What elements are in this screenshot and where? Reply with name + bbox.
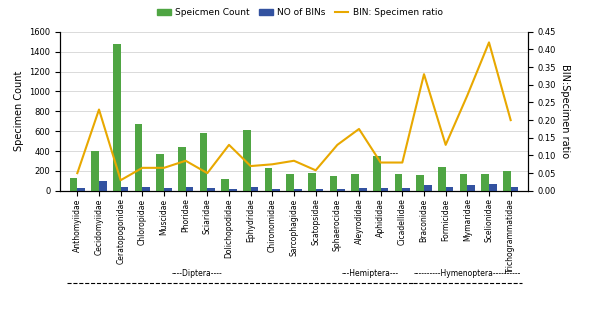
Bar — [91, 150, 99, 191]
Bar — [229, 189, 236, 191]
Bar — [467, 185, 475, 191]
Bar — [511, 187, 518, 191]
Bar — [446, 187, 453, 191]
Text: ----------Hymenoptera----------: ----------Hymenoptera---------- — [413, 269, 521, 278]
Bar — [243, 130, 251, 191]
Bar — [308, 173, 316, 191]
Bar — [416, 176, 424, 191]
Bar — [438, 168, 446, 191]
Bar — [337, 189, 345, 191]
Bar — [265, 168, 272, 191]
Text: ----Diptera----: ----Diptera---- — [171, 269, 222, 278]
Bar — [272, 189, 280, 191]
Bar — [352, 174, 359, 191]
Bar — [286, 174, 294, 191]
Bar — [200, 133, 208, 191]
Bar — [359, 188, 367, 191]
Bar — [330, 176, 337, 191]
Bar — [157, 154, 164, 191]
Bar — [395, 174, 403, 191]
Bar — [489, 184, 497, 191]
Bar — [460, 174, 467, 191]
Bar — [221, 179, 229, 191]
Bar — [121, 187, 128, 191]
Bar — [403, 188, 410, 191]
Bar — [164, 188, 172, 191]
Bar — [503, 171, 511, 191]
Bar — [294, 189, 302, 191]
Y-axis label: BIN:Specimen ratio: BIN:Specimen ratio — [560, 64, 570, 158]
Bar — [481, 174, 489, 191]
Bar — [373, 156, 380, 191]
Y-axis label: Specimen Count: Specimen Count — [14, 71, 23, 151]
Legend: Speicmen Count, NO of BINs, BIN: Specimen ratio: Speicmen Count, NO of BINs, BIN: Specime… — [154, 4, 446, 21]
Bar — [208, 188, 215, 191]
Bar — [424, 185, 431, 191]
Bar — [135, 124, 142, 191]
Bar — [99, 181, 107, 191]
Bar — [142, 187, 150, 191]
Bar — [113, 44, 121, 191]
Bar — [251, 187, 258, 191]
Text: ---Hemiptera---: ---Hemiptera--- — [341, 269, 398, 278]
Bar — [178, 147, 185, 191]
Bar — [185, 187, 193, 191]
Bar — [70, 178, 77, 191]
Bar — [316, 189, 323, 191]
Bar — [380, 188, 388, 191]
Bar — [77, 188, 85, 191]
